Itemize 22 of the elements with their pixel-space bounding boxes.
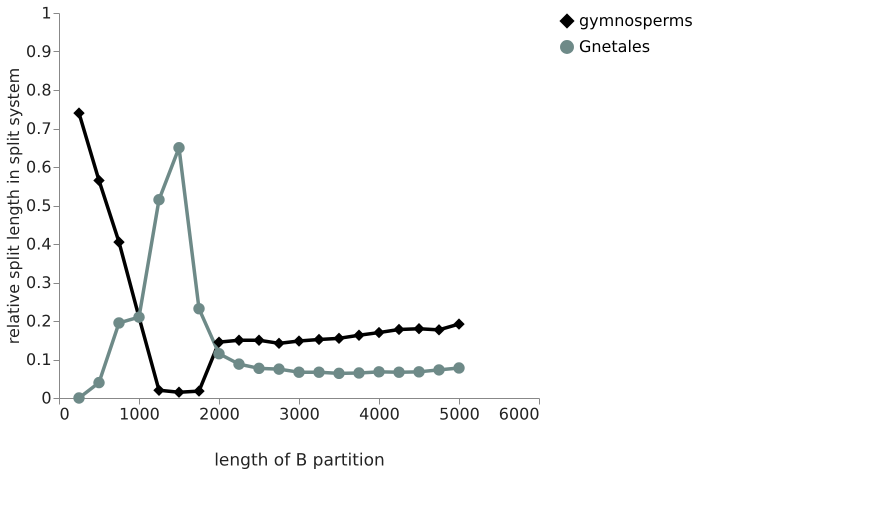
y-tick-label: 0.1 [26,350,52,369]
x-tick-label: 4000 [359,404,400,424]
x-axis-title: length of B partition [214,450,385,470]
x-tick-label: 6000 [498,404,540,424]
y-tick-label: 0.9 [26,42,52,61]
y-tick-label: 0.7 [26,119,52,138]
x-tick-label: 1000 [119,404,160,424]
y-tick-label: 0.2 [26,312,52,330]
x-tick-label: 5000 [439,404,480,424]
x-tick-label: 3000 [279,404,320,424]
legend-label: gymnosperms [579,11,693,30]
legend-label: Gnetales [579,37,650,56]
y-tick-label: 1 [41,4,52,22]
y-tick-label: 0.3 [26,273,52,292]
y-tick-label: 0.8 [26,80,52,100]
x-tick-label: 2000 [199,404,240,424]
y-tick-label: 0.6 [26,158,52,176]
y-axis-title: relative split length in split system [4,68,24,344]
y-tick-label: 0 [41,388,52,408]
y-tick-label: 0.4 [26,234,52,254]
x-tick-label: 0 [60,404,70,424]
y-tick-label: 0.5 [26,196,52,215]
